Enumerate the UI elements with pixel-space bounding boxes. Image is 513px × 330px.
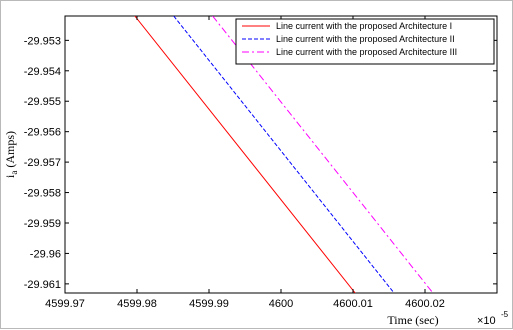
y-tick-label: -29.956 <box>24 127 61 139</box>
y-tick-label: -29.96 <box>30 248 61 260</box>
legend-box <box>235 18 495 65</box>
series-line <box>212 16 434 293</box>
y-tick-label: -29.954 <box>24 66 61 78</box>
y-tick-label: -29.959 <box>24 218 61 230</box>
series-line <box>134 16 356 293</box>
x-axis-exponent: ×10 <box>477 315 496 327</box>
x-axis-exponent-power: -5 <box>501 310 509 319</box>
series-line <box>173 16 395 293</box>
series-layer <box>134 16 434 293</box>
legend-label: Line current with the proposed Architect… <box>276 34 455 44</box>
y-axis-label-sub: a <box>9 171 19 175</box>
ticks-layer: 4599.97 4599.98 4599.99 4600 4600.01 4600.02 -… <box>24 16 497 310</box>
legend-label: Line current with the proposed Architect… <box>276 21 452 31</box>
y-tick-label: -29.957 <box>24 157 61 169</box>
x-tick-label: 4599.98 <box>117 298 157 310</box>
legend-label: Line current with the proposed Architect… <box>276 47 457 57</box>
y-axis-label-main: i <box>3 174 17 178</box>
x-tick-label: 4599.97 <box>45 298 85 310</box>
y-tick-label: -29.961 <box>24 279 61 291</box>
y-tick-label: -29.953 <box>24 35 61 47</box>
y-axis-label-rest: (Amps) <box>3 131 17 171</box>
y-tick-label: -29.958 <box>24 188 61 200</box>
y-tick-label: -29.955 <box>24 96 61 108</box>
legend: Line current with the proposed Architect… <box>235 18 495 65</box>
x-tick-label: 4600.01 <box>333 298 373 310</box>
x-tick-label: 4600 <box>269 298 293 310</box>
x-tick-label: 4599.99 <box>189 298 229 310</box>
x-axis-label: Time (sec) <box>387 313 438 327</box>
x-tick-label: 4600.02 <box>405 298 445 310</box>
y-axis-label: ia (Amps) <box>3 131 19 178</box>
